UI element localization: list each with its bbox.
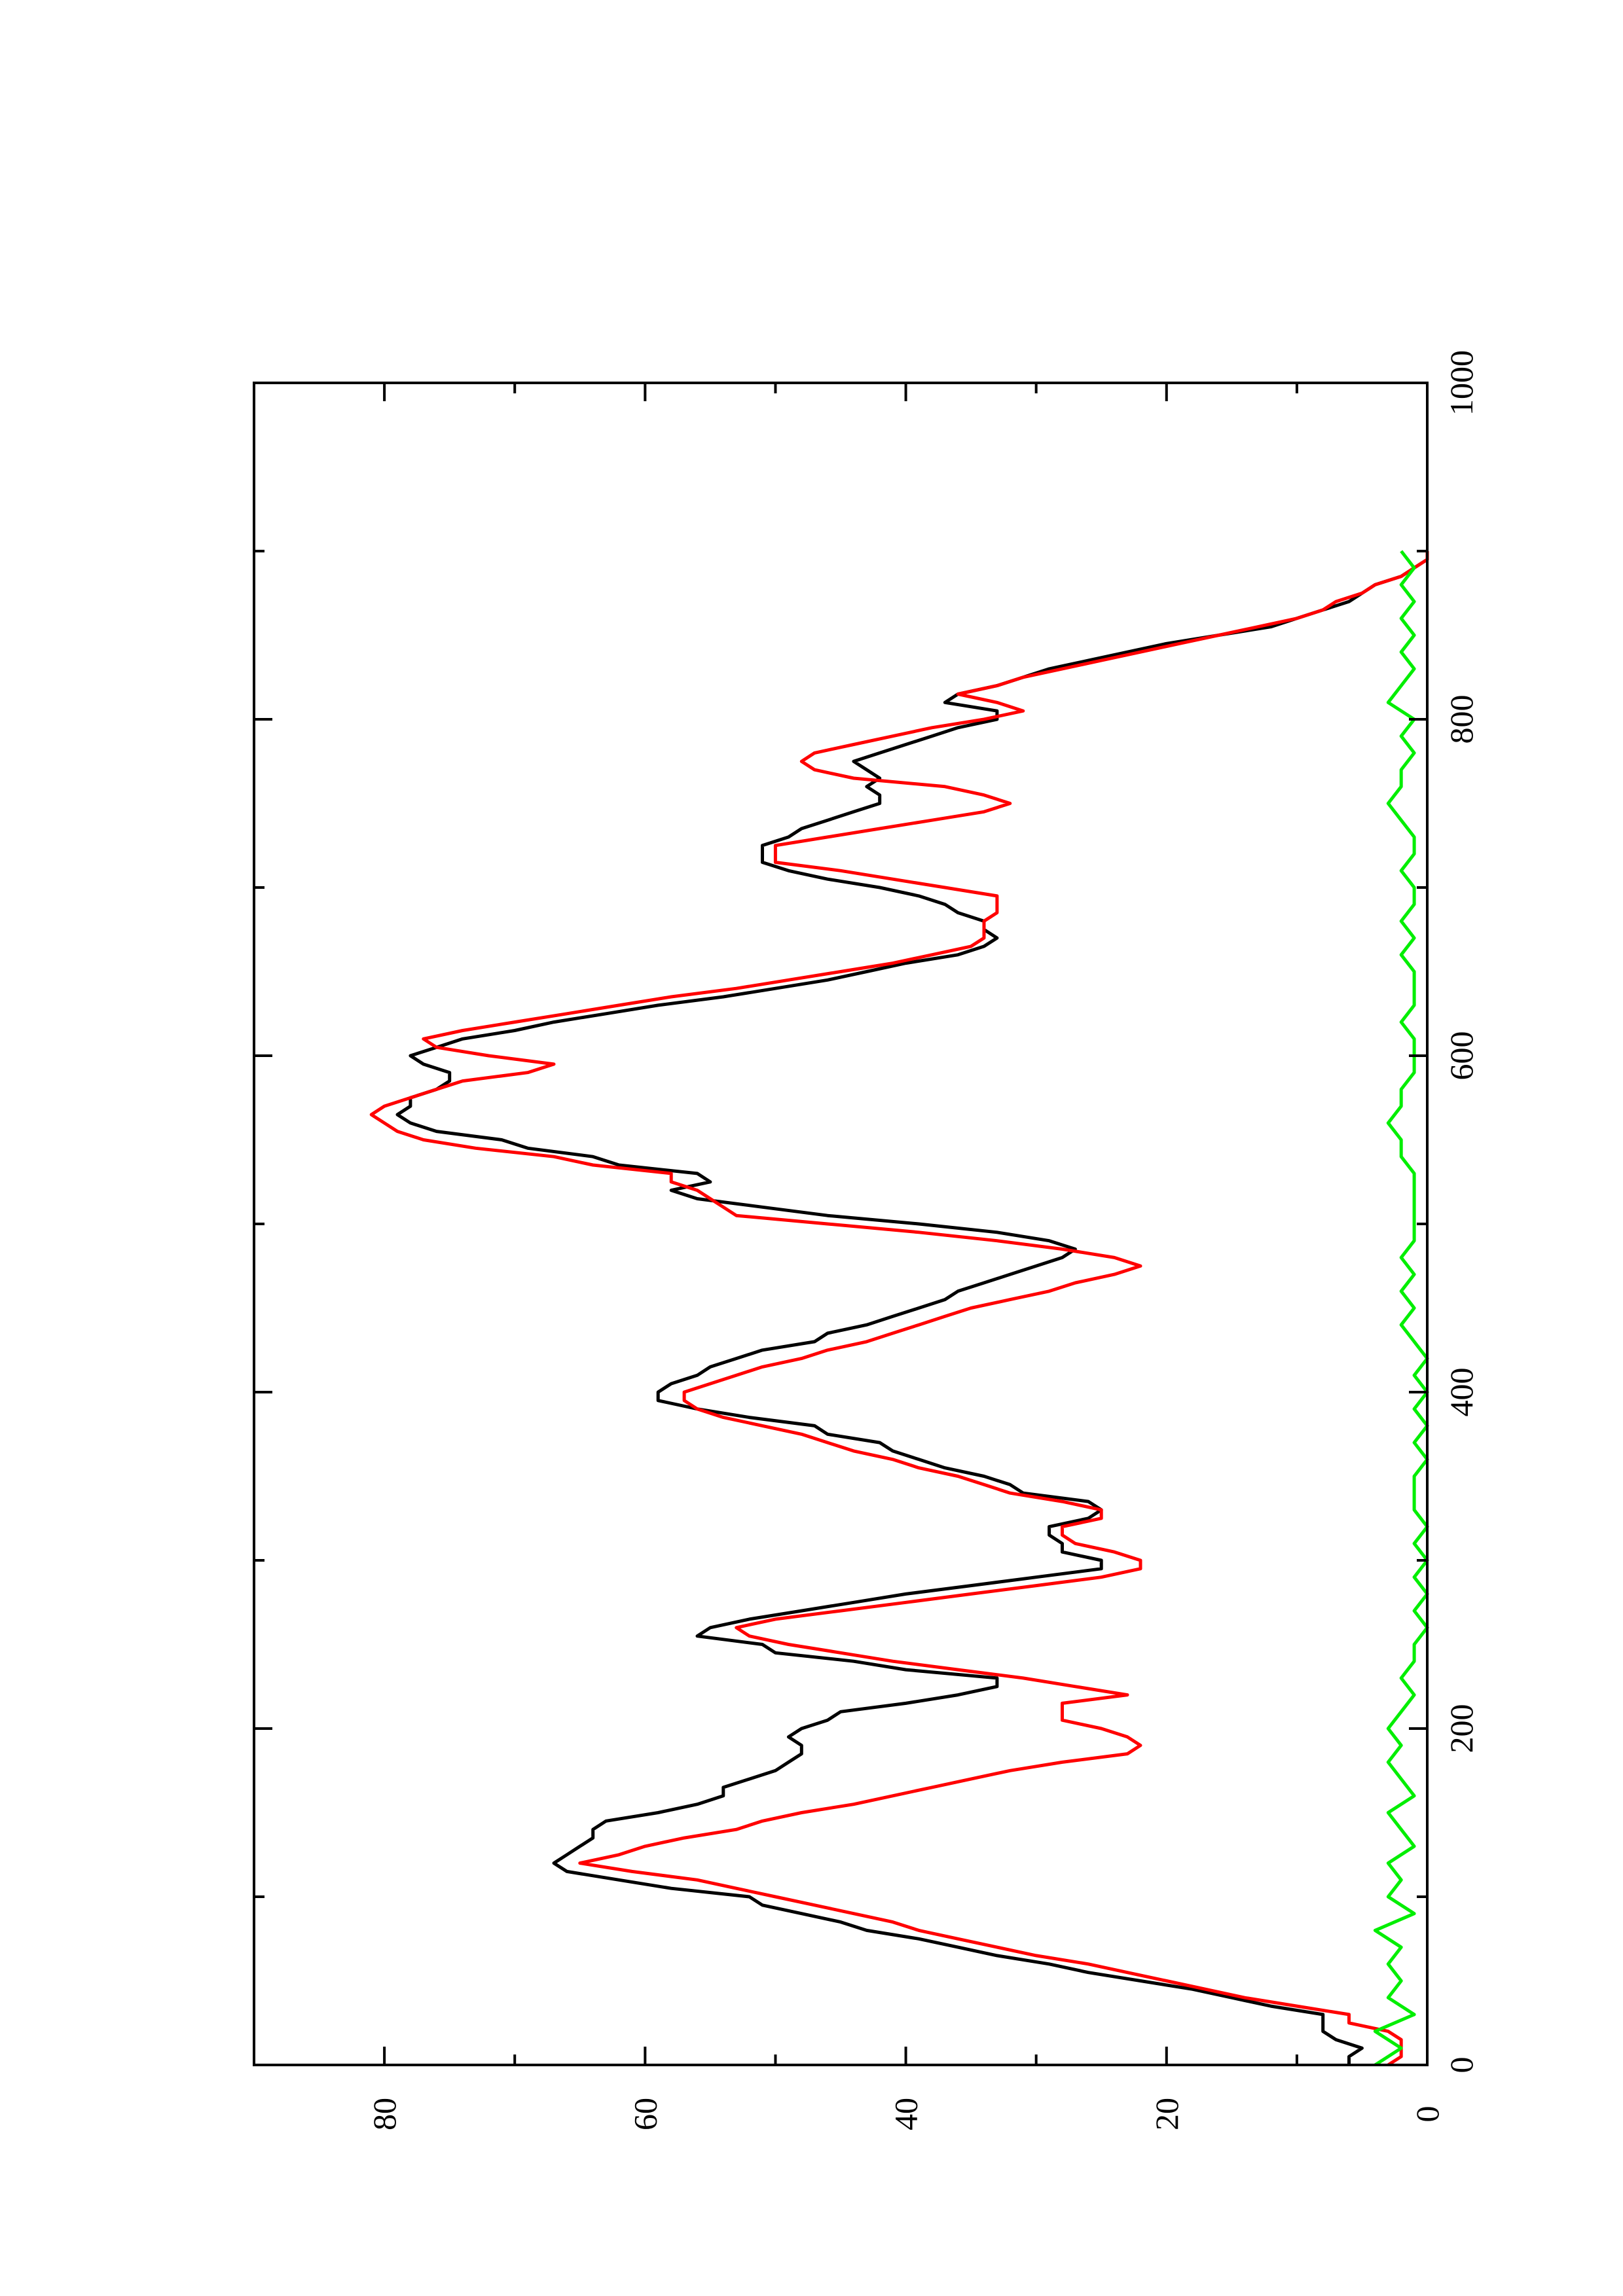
y-tick-label-2: 40 — [888, 2098, 924, 2130]
x-tick-label-0: 0 — [1443, 2057, 1480, 2073]
x-tick-label-2: 400 — [1443, 1368, 1480, 1417]
series-line-0 — [395, 551, 1429, 2065]
series-line-2 — [1373, 550, 1429, 2067]
plot-area: 0 200 400 600 800 1000 0 20 40 60 80 — [253, 350, 1480, 2130]
y-tick-label-4: 80 — [366, 2098, 403, 2130]
series-line-1 — [369, 551, 1429, 2067]
y-tick-label-1: 20 — [1148, 2098, 1185, 2130]
y-tick-label-0: 0 — [1409, 2106, 1446, 2123]
x-tick-label-5: 1000 — [1443, 350, 1480, 416]
x-tick-label-4: 800 — [1443, 695, 1480, 744]
x-tick-label-1: 200 — [1443, 1704, 1480, 1753]
y-tick-label-3: 60 — [627, 2098, 663, 2130]
x-tick-label-3: 600 — [1443, 1031, 1480, 1081]
